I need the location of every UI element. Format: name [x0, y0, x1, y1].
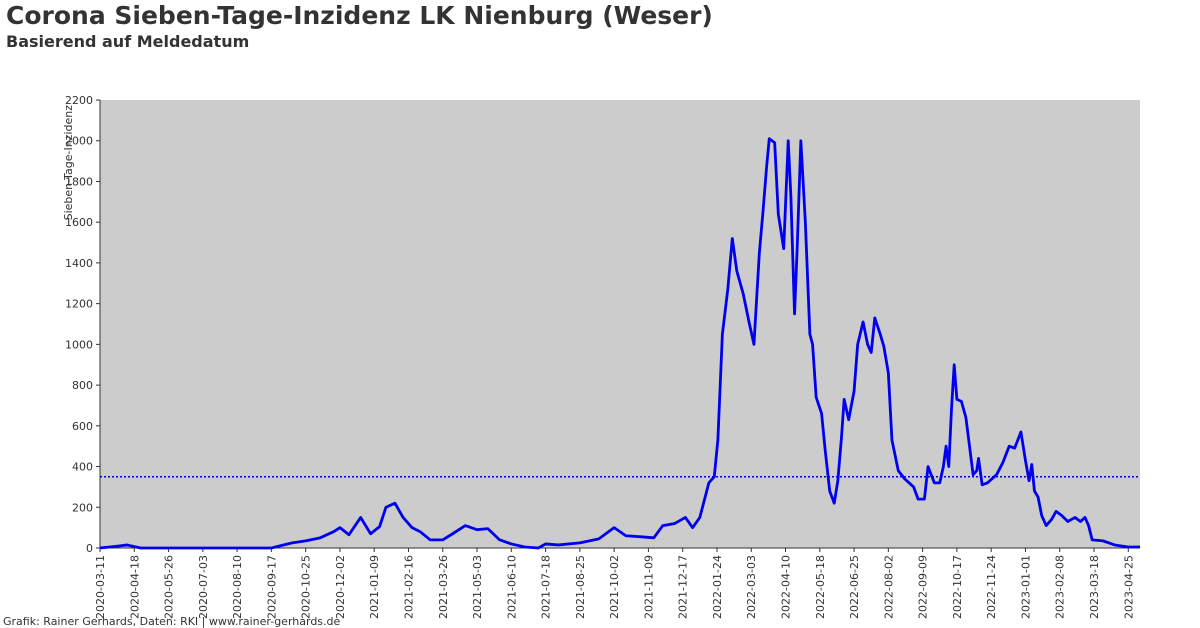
x-tick-label: 2021-02-16 — [402, 555, 415, 619]
y-tick-label: 200 — [72, 501, 93, 514]
x-tick-label: 2020-08-10 — [231, 555, 244, 619]
x-tick-label: 2022-08-02 — [882, 555, 895, 619]
plot-area — [100, 100, 1140, 548]
x-tick-label: 2021-12-17 — [677, 555, 690, 619]
y-tick-label: 600 — [72, 420, 93, 433]
x-tick-label: 2021-10-02 — [608, 555, 621, 619]
x-tick-label: 2021-11-09 — [642, 555, 655, 619]
x-tick-label: 2021-08-25 — [574, 555, 587, 619]
x-tick-label: 2021-05-03 — [471, 555, 484, 619]
x-tick-label: 2023-03-18 — [1088, 555, 1101, 619]
x-tick-label: 2023-02-08 — [1054, 555, 1067, 619]
chart-title: Corona Sieben-Tage-Inzidenz LK Nienburg … — [6, 1, 713, 30]
x-tick-label: 2020-07-03 — [197, 555, 210, 619]
x-tick-label: 2022-09-09 — [917, 555, 930, 619]
chart-subtitle: Basierend auf Meldedatum — [6, 32, 249, 51]
x-tick-label: 2020-09-17 — [265, 555, 278, 619]
x-tick-label: 2022-01-24 — [711, 555, 724, 619]
x-tick-label: 2021-01-09 — [368, 555, 381, 619]
y-tick-label: 1400 — [65, 257, 93, 270]
x-tick-label: 2021-07-18 — [540, 555, 553, 619]
x-tick-label: 2020-10-25 — [300, 555, 313, 619]
y-tick-label: 800 — [72, 379, 93, 392]
y-tick-label: 1600 — [65, 216, 93, 229]
y-tick-label: 0 — [86, 542, 93, 555]
x-tick-label: 2022-11-24 — [985, 555, 998, 619]
x-tick-label: 2022-06-25 — [848, 555, 861, 619]
y-tick-label: 400 — [72, 461, 93, 474]
x-tick-label: 2022-10-17 — [951, 555, 964, 619]
y-axis-label: Sieben-Tage-Inzidenz — [62, 105, 75, 221]
x-tick-label: 2020-03-11 — [94, 555, 107, 619]
y-tick-label: 2200 — [65, 94, 93, 107]
footer: Grafik: Rainer Gerhards, Daten: RKI | ww… — [3, 615, 341, 628]
x-tick-label: 2020-12-02 — [334, 555, 347, 619]
y-tick-label: 1800 — [65, 175, 93, 188]
y-tick-label: 2000 — [65, 135, 93, 148]
x-tick-label: 2023-04-25 — [1122, 555, 1135, 619]
line-series — [99, 137, 1140, 550]
y-tick-label: 1200 — [65, 298, 93, 311]
x-tick-label: 2022-04-10 — [780, 555, 793, 619]
y-tick-label: 1000 — [65, 338, 93, 351]
x-tick-label: 2021-03-26 — [437, 555, 450, 619]
x-tick-label: 2022-05-18 — [814, 555, 827, 619]
x-tick-label: 2020-05-26 — [163, 555, 176, 619]
x-tick-label: 2022-03-03 — [745, 555, 758, 619]
x-tick-label: 2023-01-01 — [1019, 555, 1032, 619]
x-tick-label: 2020-04-18 — [128, 555, 141, 619]
x-tick-label: 2021-06-10 — [505, 555, 518, 619]
